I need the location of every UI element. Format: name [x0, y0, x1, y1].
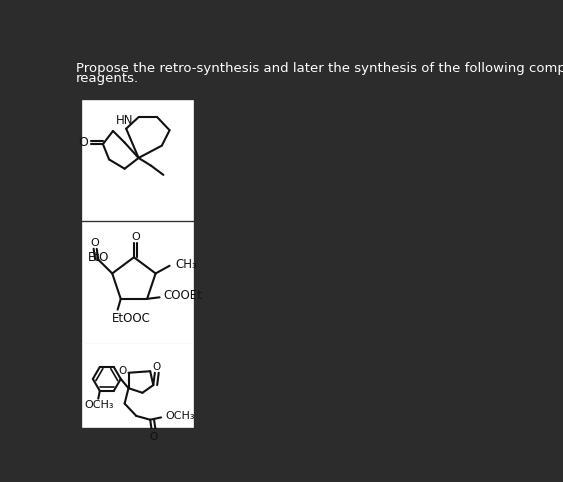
Text: EtOOC: EtOOC: [112, 312, 151, 325]
Text: O: O: [118, 366, 127, 376]
Bar: [83, 223, 193, 343]
Text: OCH₃: OCH₃: [165, 411, 194, 421]
Text: reagents.: reagents.: [76, 72, 139, 85]
Text: Propose the retro-synthesis and later the synthesis of the following compounds. : Propose the retro-synthesis and later th…: [76, 62, 563, 75]
Bar: [83, 101, 193, 219]
Bar: [83, 344, 193, 428]
Text: OCH₃: OCH₃: [84, 400, 114, 410]
Text: O: O: [91, 238, 100, 248]
Text: EtO: EtO: [87, 251, 109, 264]
Text: COOEt: COOEt: [163, 289, 202, 302]
Text: O: O: [149, 432, 158, 442]
Text: CH₃: CH₃: [176, 258, 198, 271]
Text: O: O: [79, 136, 88, 149]
Text: O: O: [152, 362, 160, 373]
Text: O: O: [131, 232, 140, 242]
Text: HN: HN: [116, 114, 133, 127]
